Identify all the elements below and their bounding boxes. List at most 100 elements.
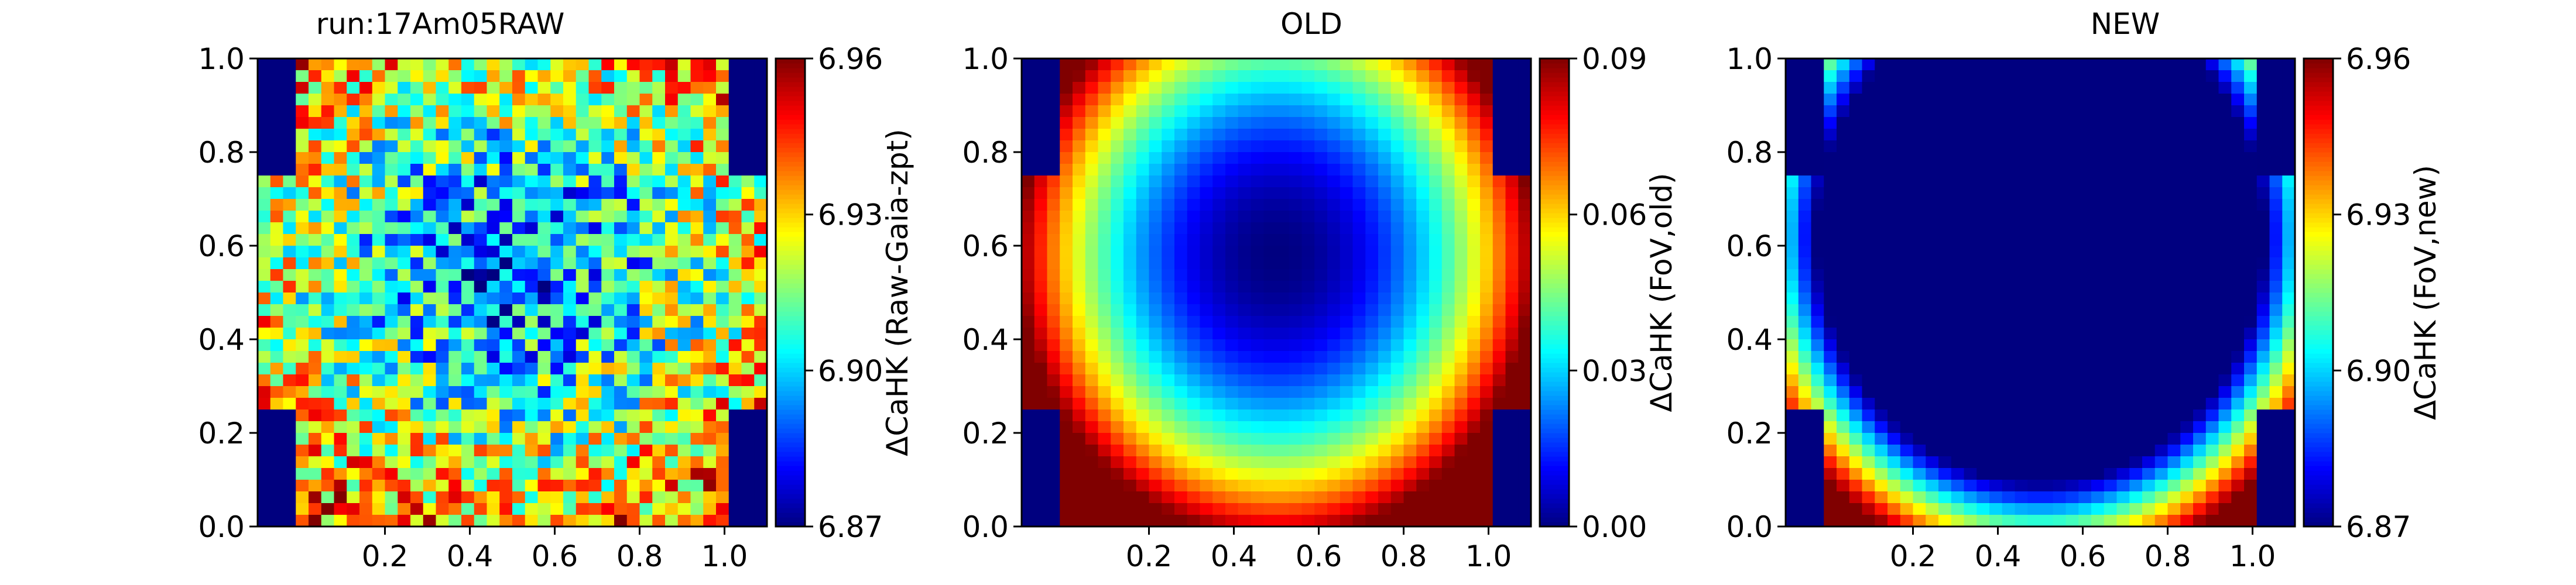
heatmap-cell	[1913, 70, 1926, 82]
heatmap-cell	[1263, 339, 1277, 352]
heatmap-cell	[499, 199, 513, 211]
heatmap-cell	[1403, 304, 1417, 316]
heatmap-cell	[347, 491, 360, 504]
heatmap-cell	[1276, 515, 1290, 527]
heatmap-cell	[1492, 257, 1506, 270]
heatmap-cell	[2015, 456, 2028, 469]
heatmap-cell	[1136, 281, 1150, 293]
heatmap-cell	[1378, 58, 1392, 71]
heatmap-cell	[1480, 304, 1493, 316]
heatmap-cell	[639, 257, 653, 270]
heatmap-cell	[563, 117, 577, 129]
heatmap-cell	[639, 176, 653, 188]
heatmap-cell	[1976, 363, 1990, 375]
heatmap-cell	[1365, 164, 1379, 176]
heatmap-cell	[1149, 70, 1162, 82]
heatmap-cell	[1073, 234, 1086, 246]
heatmap-cell	[614, 398, 628, 410]
heatmap-cell	[334, 152, 347, 164]
heatmap-cell	[1149, 445, 1162, 457]
heatmap-cell	[1289, 410, 1303, 422]
heatmap-cell	[1098, 421, 1111, 433]
heatmap-cell	[1060, 304, 1073, 316]
heatmap-cell	[1200, 374, 1213, 387]
heatmap-cell	[1492, 105, 1506, 118]
heatmap-cell	[2154, 281, 2169, 293]
heatmap-cell	[1340, 58, 1354, 71]
heatmap-cell	[1149, 257, 1162, 270]
heatmap-cell	[677, 515, 691, 527]
heatmap-cell	[347, 410, 360, 422]
heatmap-cell	[639, 117, 653, 129]
heatmap-cell	[2193, 94, 2207, 106]
heatmap-cell	[2065, 339, 2079, 352]
heatmap-cell	[1352, 398, 1366, 410]
heatmap-cell	[2218, 351, 2232, 363]
heatmap-cell	[1811, 304, 1824, 316]
heatmap-cell	[1951, 421, 1965, 433]
heatmap-cell	[512, 445, 526, 457]
heatmap-cell	[1314, 222, 1328, 235]
heatmap-cell	[1289, 176, 1303, 188]
heatmap-cell	[588, 363, 602, 375]
heatmap-cell	[601, 398, 615, 410]
heatmap-cell	[2193, 410, 2207, 422]
heatmap-cell	[258, 152, 271, 164]
heatmap-cell	[1403, 292, 1417, 305]
heatmap-cell	[1327, 187, 1341, 199]
heatmap-cell	[2154, 211, 2169, 223]
heatmap-cell	[2269, 456, 2283, 469]
heatmap-cell	[1467, 374, 1481, 387]
heatmap-cell	[1085, 292, 1099, 305]
heatmap-cell	[398, 410, 411, 422]
y-tick-label: 0.6	[198, 229, 245, 263]
heatmap-cell	[258, 94, 271, 106]
heatmap-cell	[1111, 234, 1124, 246]
heatmap-cell	[2269, 304, 2283, 316]
heatmap-cell	[1111, 152, 1124, 164]
heatmap-cell	[1162, 339, 1175, 352]
colorbar-swatch	[1540, 96, 1569, 101]
heatmap-cell	[2027, 105, 2041, 118]
heatmap-cell	[1441, 456, 1455, 469]
heatmap-cell	[1327, 386, 1341, 398]
heatmap-cell	[1390, 386, 1405, 398]
heatmap-cell	[1034, 410, 1048, 422]
heatmap-cell	[677, 386, 691, 398]
heatmap-cell	[2218, 374, 2232, 387]
heatmap-cell	[601, 187, 615, 199]
heatmap-cell	[1289, 117, 1303, 129]
heatmap-cell	[525, 140, 539, 153]
heatmap-cell	[2231, 433, 2245, 445]
heatmap-cell	[1786, 152, 1799, 164]
heatmap-cell	[1390, 269, 1405, 281]
heatmap-cell	[2167, 491, 2181, 504]
heatmap-cell	[487, 129, 500, 141]
heatmap-cell	[2244, 176, 2258, 188]
heatmap-cell	[1174, 339, 1188, 352]
heatmap-cell	[1022, 316, 1035, 328]
heatmap-cell	[1098, 328, 1111, 340]
heatmap-cell	[347, 58, 360, 71]
heatmap-cell	[1187, 176, 1201, 188]
heatmap-cell	[309, 480, 322, 492]
heatmap-cell	[1047, 456, 1060, 469]
heatmap-cell	[1174, 187, 1188, 199]
heatmap-cell	[1289, 456, 1303, 469]
heatmap-cell	[1098, 292, 1111, 305]
heatmap-cell	[296, 480, 309, 492]
heatmap-cell	[1212, 468, 1226, 480]
heatmap-cell	[461, 386, 475, 398]
heatmap-cell	[2091, 94, 2105, 106]
heatmap-cell	[347, 129, 360, 141]
heatmap-cell	[677, 398, 691, 410]
heatmap-cell	[1403, 421, 1417, 433]
heatmap-cell	[2256, 164, 2270, 176]
heatmap-cell	[1047, 281, 1060, 293]
heatmap-cell	[1276, 176, 1290, 188]
heatmap-cell	[1518, 269, 1532, 281]
heatmap-cell	[550, 234, 564, 246]
heatmap-cell	[652, 129, 666, 141]
heatmap-cell	[1136, 456, 1150, 469]
heatmap-cell	[728, 363, 742, 375]
